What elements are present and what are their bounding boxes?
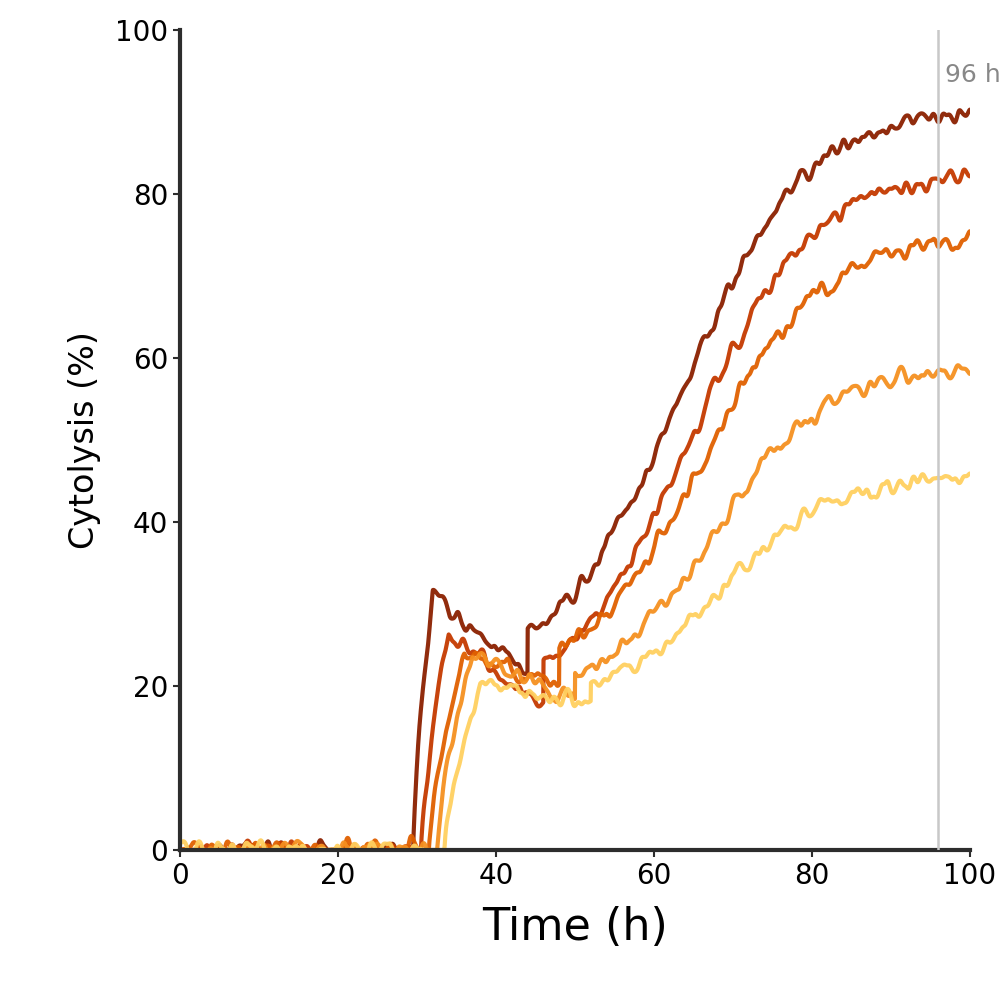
X-axis label: Time (h): Time (h) [482,906,668,949]
Text: 96 hrs: 96 hrs [945,63,1000,87]
Y-axis label: Cytolysis (%): Cytolysis (%) [68,331,101,549]
